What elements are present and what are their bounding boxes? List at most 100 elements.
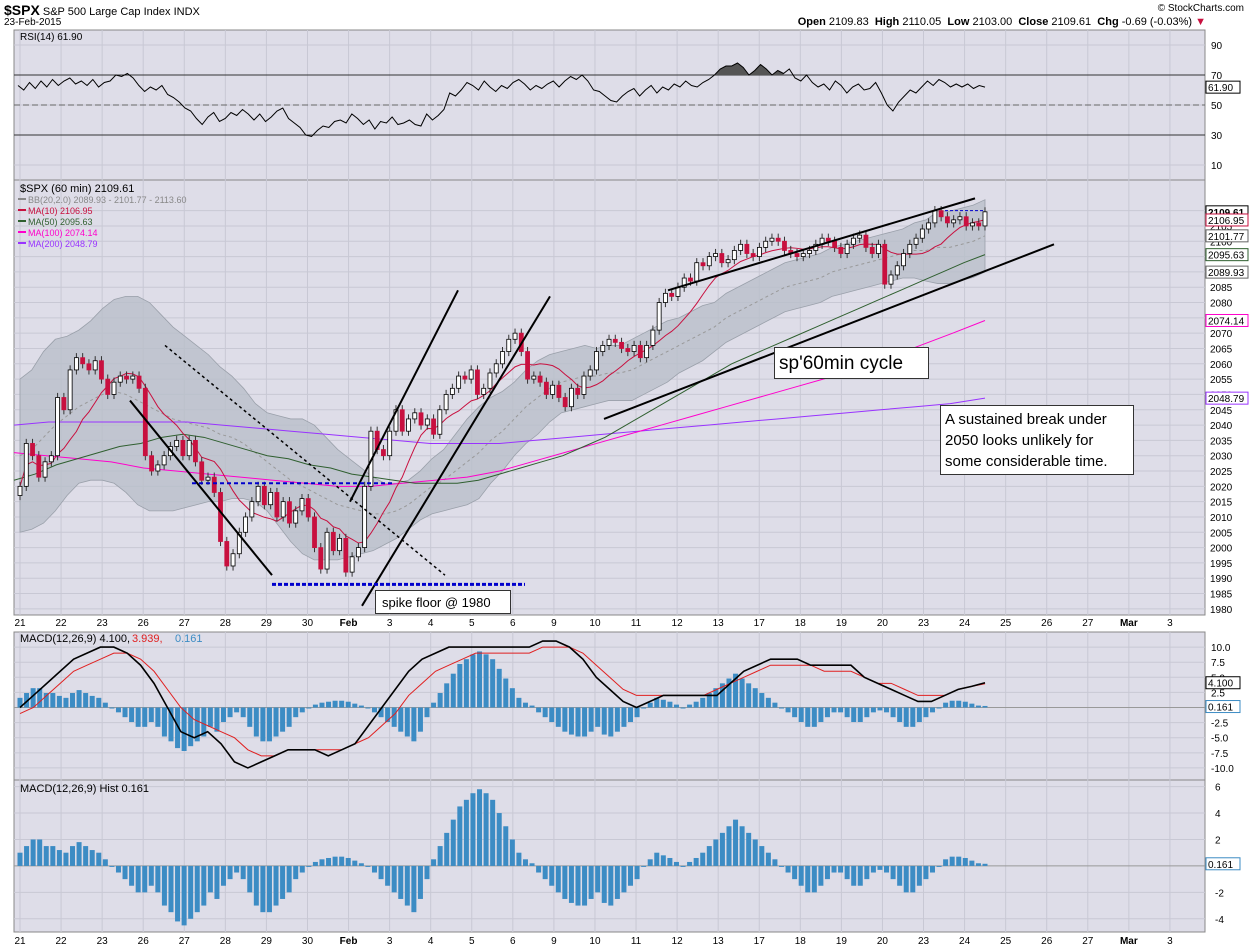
hist-bar bbox=[201, 865, 207, 906]
hist-bar bbox=[358, 863, 364, 866]
hist-bar bbox=[109, 865, 115, 867]
price-y-tick: 1985 bbox=[1210, 590, 1233, 601]
hist-right-label-box bbox=[1205, 857, 1241, 871]
hist-bar bbox=[838, 865, 844, 873]
x-tick-label-bottom: 21 bbox=[14, 936, 26, 947]
macd-hist-bar bbox=[201, 707, 207, 737]
candle-body bbox=[349, 556, 355, 573]
hist-bar bbox=[857, 865, 863, 886]
macd-hist-bar bbox=[792, 707, 798, 718]
hist-bar bbox=[982, 863, 988, 866]
hist-bar bbox=[444, 832, 450, 866]
macd-hist-bar bbox=[680, 707, 686, 709]
hist-bar bbox=[824, 865, 830, 880]
x-tick-label: 4 bbox=[428, 618, 434, 629]
macd-hist-bar bbox=[221, 707, 227, 723]
macd-hist-bar bbox=[910, 707, 916, 727]
macd-hist-bar bbox=[398, 707, 404, 732]
macd-hist-bar bbox=[129, 707, 135, 723]
x-tick-label-bottom: 23 bbox=[97, 936, 109, 947]
hist-bar bbox=[884, 865, 890, 873]
x-tick-label-bottom: 24 bbox=[959, 936, 971, 947]
rsi-line bbox=[17, 62, 986, 138]
candle-body bbox=[644, 345, 650, 359]
macd-hist-bar bbox=[844, 707, 850, 718]
macd-hist-bar bbox=[17, 697, 23, 708]
x-tick-label-bottom: 17 bbox=[754, 936, 766, 947]
macd-hist-bar bbox=[503, 678, 509, 708]
price-y-tick: 1995 bbox=[1210, 559, 1233, 570]
macd-hist-bar bbox=[437, 693, 443, 708]
candle-body bbox=[757, 246, 762, 257]
candle-body bbox=[625, 348, 631, 352]
hist-bar bbox=[214, 865, 220, 899]
hist-bar bbox=[286, 865, 292, 893]
hist-bar bbox=[844, 865, 850, 880]
macd-hist-bar bbox=[726, 678, 732, 708]
hist-bar bbox=[371, 865, 377, 873]
price-right-label: 2106.95 bbox=[1208, 216, 1245, 227]
candle-body bbox=[449, 387, 455, 395]
hist-bar bbox=[595, 865, 601, 893]
hist-bar bbox=[713, 839, 719, 866]
candle-body bbox=[30, 443, 35, 457]
macd-hist-bar bbox=[798, 707, 804, 723]
macd-hist-bar bbox=[207, 707, 213, 727]
x-tick-label-bottom: 18 bbox=[795, 936, 807, 947]
macd-hist-bar bbox=[37, 688, 43, 708]
hist-bar bbox=[654, 852, 660, 866]
hist-title: MACD(12,26,9) Hist 0.161 bbox=[20, 783, 149, 795]
spike-floor-annotation: spike floor @ 1980 bbox=[375, 590, 511, 614]
hist-bar bbox=[37, 839, 43, 866]
ma10-line bbox=[19, 219, 986, 544]
candle-body bbox=[255, 485, 261, 503]
macd-hist-bar bbox=[601, 707, 607, 735]
macd-hist-bar bbox=[719, 683, 725, 708]
hist-bar bbox=[700, 852, 706, 866]
x-tick-label: 25 bbox=[1000, 618, 1012, 629]
candle-body bbox=[938, 210, 944, 218]
macd-hist-bar bbox=[194, 707, 200, 742]
macd-signal-line bbox=[19, 646, 986, 757]
candle-body bbox=[976, 222, 982, 227]
x-tick-label: 23 bbox=[97, 618, 109, 629]
rsi-y-tick: 30 bbox=[1211, 131, 1223, 142]
macd-y-tick: -10.0 bbox=[1211, 764, 1234, 775]
candle-body bbox=[205, 476, 211, 481]
candle-body bbox=[694, 262, 700, 282]
hist-bar bbox=[680, 865, 686, 867]
hist-bar bbox=[339, 856, 345, 866]
legend-entry: BB(20,2.0) 2089.93 - 2101.77 - 2113.60 bbox=[28, 195, 186, 205]
macd-hist-bar bbox=[628, 707, 634, 723]
hist-bar bbox=[365, 865, 371, 867]
candle-body bbox=[857, 234, 863, 239]
hist-bar bbox=[673, 861, 679, 866]
macd-right-label-box bbox=[1205, 700, 1241, 714]
candle-body bbox=[719, 253, 725, 264]
hist-bar bbox=[319, 859, 325, 866]
hist-bar bbox=[30, 839, 36, 866]
hist-bar bbox=[398, 865, 404, 899]
macd-hist-bar bbox=[772, 702, 778, 708]
candle-body bbox=[186, 439, 192, 457]
candle-body bbox=[61, 397, 67, 411]
macd-hist-bar bbox=[765, 697, 771, 708]
candle-body bbox=[381, 449, 386, 457]
candle-body bbox=[475, 369, 480, 395]
x-tick-label-bottom: 3 bbox=[387, 936, 393, 947]
x-tick-label-bottom: 9 bbox=[551, 936, 557, 947]
candle-body bbox=[318, 547, 324, 570]
macd-hist-bar bbox=[877, 707, 883, 711]
x-tick-label-bottom: 23 bbox=[918, 936, 930, 947]
hist-bar bbox=[194, 865, 200, 913]
chg-label: Chg bbox=[1097, 16, 1119, 28]
hist-bar bbox=[890, 865, 896, 880]
price-y-tick: 2085 bbox=[1210, 283, 1233, 294]
macd-hist-bar bbox=[483, 654, 489, 708]
price-right-label-box bbox=[1205, 313, 1249, 327]
macd-hist-bar bbox=[818, 707, 824, 723]
x-tick-label-bottom: 30 bbox=[302, 936, 314, 947]
macd-hist-bar bbox=[857, 707, 863, 723]
price-right-label: 2089.93 bbox=[1208, 268, 1245, 279]
hist-bar bbox=[897, 865, 903, 886]
